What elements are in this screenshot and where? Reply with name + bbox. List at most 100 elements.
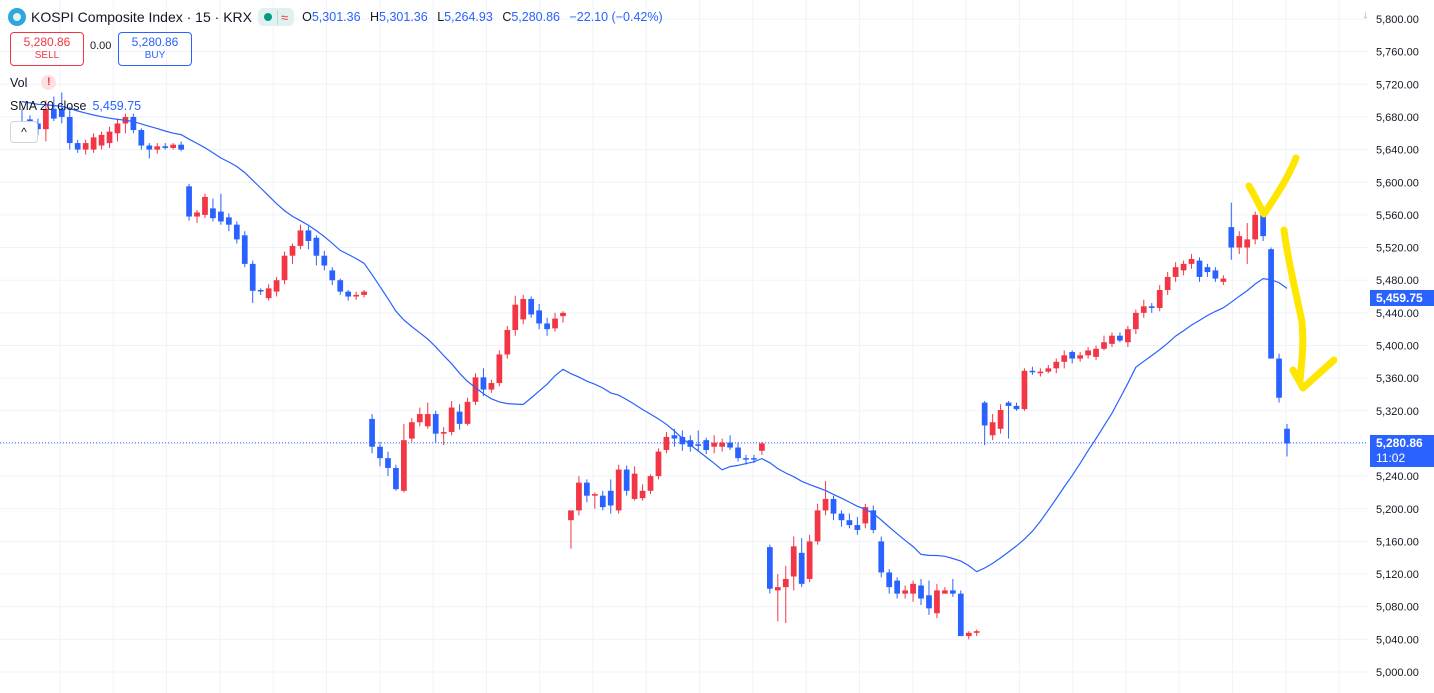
bar-countdown: 11:02 <box>1376 451 1406 465</box>
candle-body <box>1284 428 1290 444</box>
candle-body <box>424 414 431 427</box>
annotation-down-arrow <box>1280 226 1307 384</box>
warning-icon[interactable]: ! <box>41 75 57 90</box>
symbol-title[interactable]: KOSPI Composite Index · 15 · KRX <box>31 9 252 25</box>
download-arrow-icon[interactable]: ↓ <box>1362 9 1369 21</box>
candle-body <box>631 473 638 499</box>
candle-body <box>870 510 877 530</box>
candle-body <box>504 329 511 355</box>
candle-body <box>687 440 694 447</box>
y-tick-label: 5,800.00 <box>1376 14 1419 26</box>
candle-body <box>98 134 105 146</box>
candle-body <box>345 291 352 297</box>
candle-body <box>735 447 741 459</box>
sell-button[interactable]: 5,280.86 SELL <box>10 32 84 66</box>
chevron-up-icon: ^ <box>21 125 27 139</box>
y-tick-label: 5,680.00 <box>1376 112 1419 124</box>
candle-body <box>353 294 360 297</box>
candle-body <box>281 255 288 281</box>
candle-body <box>1164 276 1171 290</box>
candle-body <box>106 131 113 144</box>
candle-body <box>313 237 320 256</box>
candle-body <box>647 476 654 491</box>
volume-indicator-legend[interactable]: Vol ! <box>10 75 57 90</box>
candle-body <box>488 383 495 390</box>
collapse-legend-button[interactable]: ^ <box>10 121 38 143</box>
candle-body <box>814 510 821 542</box>
candle-body <box>448 407 455 433</box>
candle-body <box>305 230 312 242</box>
candle-body <box>1109 335 1115 344</box>
last-price-value: 5,280.86 <box>1376 436 1423 450</box>
candle-body <box>568 510 574 521</box>
y-tick-label: 5,720.00 <box>1376 79 1419 91</box>
candle-body <box>910 583 916 594</box>
candle-body <box>830 498 837 514</box>
wave-icon: ≈ <box>276 9 291 25</box>
candle-body <box>703 440 710 450</box>
candle-body <box>1005 402 1012 406</box>
candle-body <box>178 144 184 150</box>
candle-body <box>1244 239 1251 248</box>
candle-body <box>1260 214 1266 237</box>
candle-body <box>337 280 344 292</box>
candle-body <box>782 578 789 588</box>
candle-body <box>576 482 582 511</box>
candle-body <box>496 354 503 384</box>
candle-body <box>623 469 630 491</box>
y-tick-label: 5,480.00 <box>1376 275 1419 287</box>
candle-body <box>273 280 280 292</box>
candle-body <box>926 595 932 609</box>
market-status-pill[interactable]: ≈ <box>257 8 295 26</box>
candle-body <box>942 590 948 594</box>
candle-body <box>1101 342 1107 349</box>
sell-label: SELL <box>34 50 60 61</box>
candle-body <box>790 546 797 577</box>
candle-body <box>679 436 686 445</box>
candle-body <box>1029 370 1036 373</box>
candle-body <box>560 312 566 317</box>
candle-body <box>918 585 924 599</box>
candle-body <box>1204 267 1211 273</box>
sma-indicator-legend[interactable]: SMA 20 close 5,459.75 <box>10 99 141 113</box>
y-tick-label: 5,640.00 <box>1376 145 1419 157</box>
candle-body <box>989 422 996 436</box>
candle-body <box>464 401 471 424</box>
candle-body <box>90 137 97 150</box>
candle-body <box>1037 371 1044 374</box>
candle-body <box>66 116 73 144</box>
candle-body <box>1069 352 1076 359</box>
candle-body <box>1252 214 1259 240</box>
y-tick-label: 5,080.00 <box>1376 602 1419 614</box>
candle-body <box>408 422 415 439</box>
candle-body <box>1148 306 1155 308</box>
y-tick-label: 5,560.00 <box>1376 210 1419 222</box>
y-tick-label: 5,200.00 <box>1376 504 1419 516</box>
candle-body <box>321 255 328 266</box>
market-open-dot-icon <box>263 13 272 21</box>
candle-body <box>170 144 177 148</box>
candle-body <box>886 572 893 588</box>
y-tick-label: 5,520.00 <box>1376 243 1419 255</box>
candle-body <box>186 186 192 217</box>
candle-body <box>377 446 383 459</box>
close-value: 5,280.86 <box>511 10 561 24</box>
chart-legend-header: KOSPI Composite Index · 15 · KRX ≈ O5,30… <box>8 6 663 28</box>
candle-body <box>257 289 264 292</box>
candle-body <box>162 146 169 148</box>
kospi-logo-icon <box>8 8 26 26</box>
sma-price-tag: 5,459.75 <box>1370 290 1434 306</box>
candle-body <box>416 414 423 423</box>
candle-body <box>743 458 749 460</box>
candle-body <box>249 263 256 291</box>
candle-body <box>210 208 216 219</box>
candle-body <box>289 245 296 256</box>
low-value: 5,264.93 <box>444 10 493 24</box>
candle-body <box>536 310 543 324</box>
buy-button[interactable]: 5,280.86 BUY <box>118 32 192 66</box>
candle-body <box>82 143 89 150</box>
sma-label: SMA 20 close <box>10 99 87 113</box>
candle-body <box>154 146 161 150</box>
volume-label: Vol <box>10 75 28 90</box>
